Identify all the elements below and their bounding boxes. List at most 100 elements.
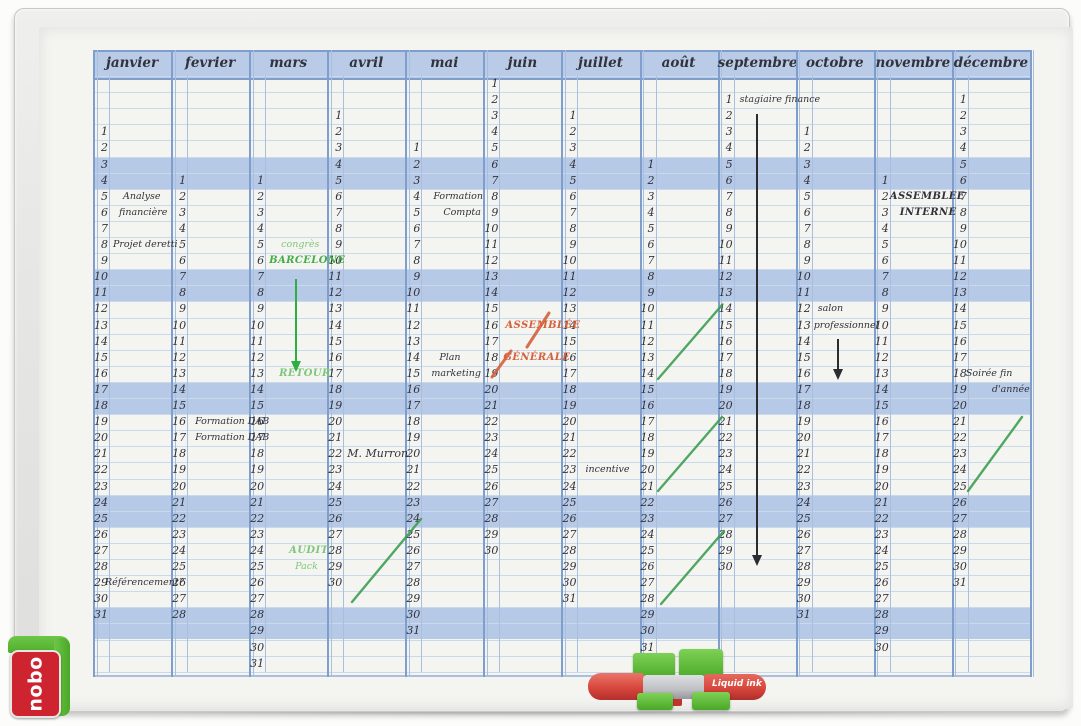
day-number: 20 [562,415,577,429]
day-number: 21 [94,447,108,461]
day-number: 29 [484,527,499,541]
day-number: 26 [94,527,108,541]
day-number: 20 [250,479,265,493]
day-number: 11 [718,254,733,268]
month-boundary-line-2 [486,50,488,677]
day-number: 26 [406,543,421,557]
day-number: 27 [94,543,108,557]
day-number: 2 [725,109,733,123]
day-number: 9 [413,270,421,284]
day-number: 28 [328,543,343,557]
day-number: 29 [874,624,889,638]
day-number: 25 [796,511,811,525]
day-subcolumn-line [655,76,657,672]
day-number: 14 [94,334,108,348]
day-number: 8 [179,286,187,300]
day-number: 14 [796,334,811,348]
month-boundary-line-2 [252,50,254,677]
marker-pen-body-red: Liquid ink [704,674,766,700]
day-number: 13 [562,302,577,316]
day-number: 24 [640,527,655,541]
day-number: 8 [413,254,421,268]
day-number: 3 [179,205,187,219]
day-number: 2 [881,189,889,203]
day-number: 27 [796,543,811,557]
day-number: 23 [250,527,265,541]
day-number: 28 [484,511,499,525]
day-number: 18 [94,399,108,412]
annotation: stagiaire finance [739,94,821,106]
day-number: 17 [406,399,421,412]
day-number: 10 [952,238,967,251]
day-number: 19 [874,463,889,477]
day-number: 10 [874,318,889,332]
annotation: Soirée fin [965,367,1013,379]
day-number: 25 [406,527,421,541]
day-number: 14 [172,382,187,396]
day-number: 21 [952,415,967,429]
day-number: 18 [640,431,655,445]
day-number: 16 [562,350,577,364]
day-subcolumn-line [421,76,423,672]
annotation: congrès [281,239,320,250]
annotation: AUDIT [289,544,329,556]
day-number: 18 [250,447,265,461]
month-boundary-line-2 [877,50,879,677]
day-number: 31 [250,656,265,670]
day-number: 4 [335,157,343,171]
day-number: 31 [406,624,421,638]
day-number: 6 [647,238,655,251]
day-number: 12 [406,318,421,332]
day-number: 20 [718,399,733,412]
day-number: 13 [874,366,889,380]
annotation: ASSEMBLEE [889,190,965,202]
day-number: 23 [406,495,421,509]
day-number: 6 [881,254,889,268]
month-header-mars: mars [269,55,308,71]
day-number: 8 [725,205,733,219]
day-number: 16 [328,350,343,364]
month-boundary-line-2 [174,50,176,677]
day-subcolumn-line [889,76,891,672]
day-number: 2 [179,189,187,203]
day-number: 27 [172,592,187,606]
day-number: 8 [647,270,655,284]
day-number: 18 [796,399,811,412]
day-number: 21 [718,415,733,429]
day-number: 27 [640,576,655,590]
day-number: 10 [796,270,811,284]
month-boundary-line [93,50,95,677]
month-boundary-line [483,50,486,677]
month-boundary-line-2 [330,50,332,677]
day-number: 18 [172,447,187,461]
month-boundary-line-2 [955,50,957,677]
day-number: 30 [562,576,577,590]
day-number: 10 [718,238,733,251]
day-number: 11 [484,238,499,251]
month-boundary-line-2 [799,50,801,677]
day-number: 5 [881,238,889,251]
day-number: 14 [562,318,577,332]
day-number: 24 [94,495,108,509]
day-number: 8 [569,221,577,235]
day-number: 30 [640,624,655,638]
day-number: 13 [640,350,655,364]
day-number: 6 [101,205,108,219]
day-number: 11 [250,334,265,348]
day-number: 23 [640,511,655,525]
day-number: 15 [796,350,811,364]
day-number: 3 [881,205,889,219]
day-number: 2 [569,125,577,139]
day-number: 8 [491,189,499,203]
day-number: 8 [335,221,343,235]
day-number: 11 [640,318,655,332]
day-number: 13 [796,318,811,332]
day-number: 17 [484,334,499,348]
month-boundary-line [1029,50,1032,677]
day-number: 26 [484,479,499,493]
day-number: 28 [94,560,108,573]
month-boundary-line [405,50,408,677]
day-number: 23 [562,463,577,477]
day-number: 20 [952,399,967,412]
day-number: 1 [569,109,577,123]
